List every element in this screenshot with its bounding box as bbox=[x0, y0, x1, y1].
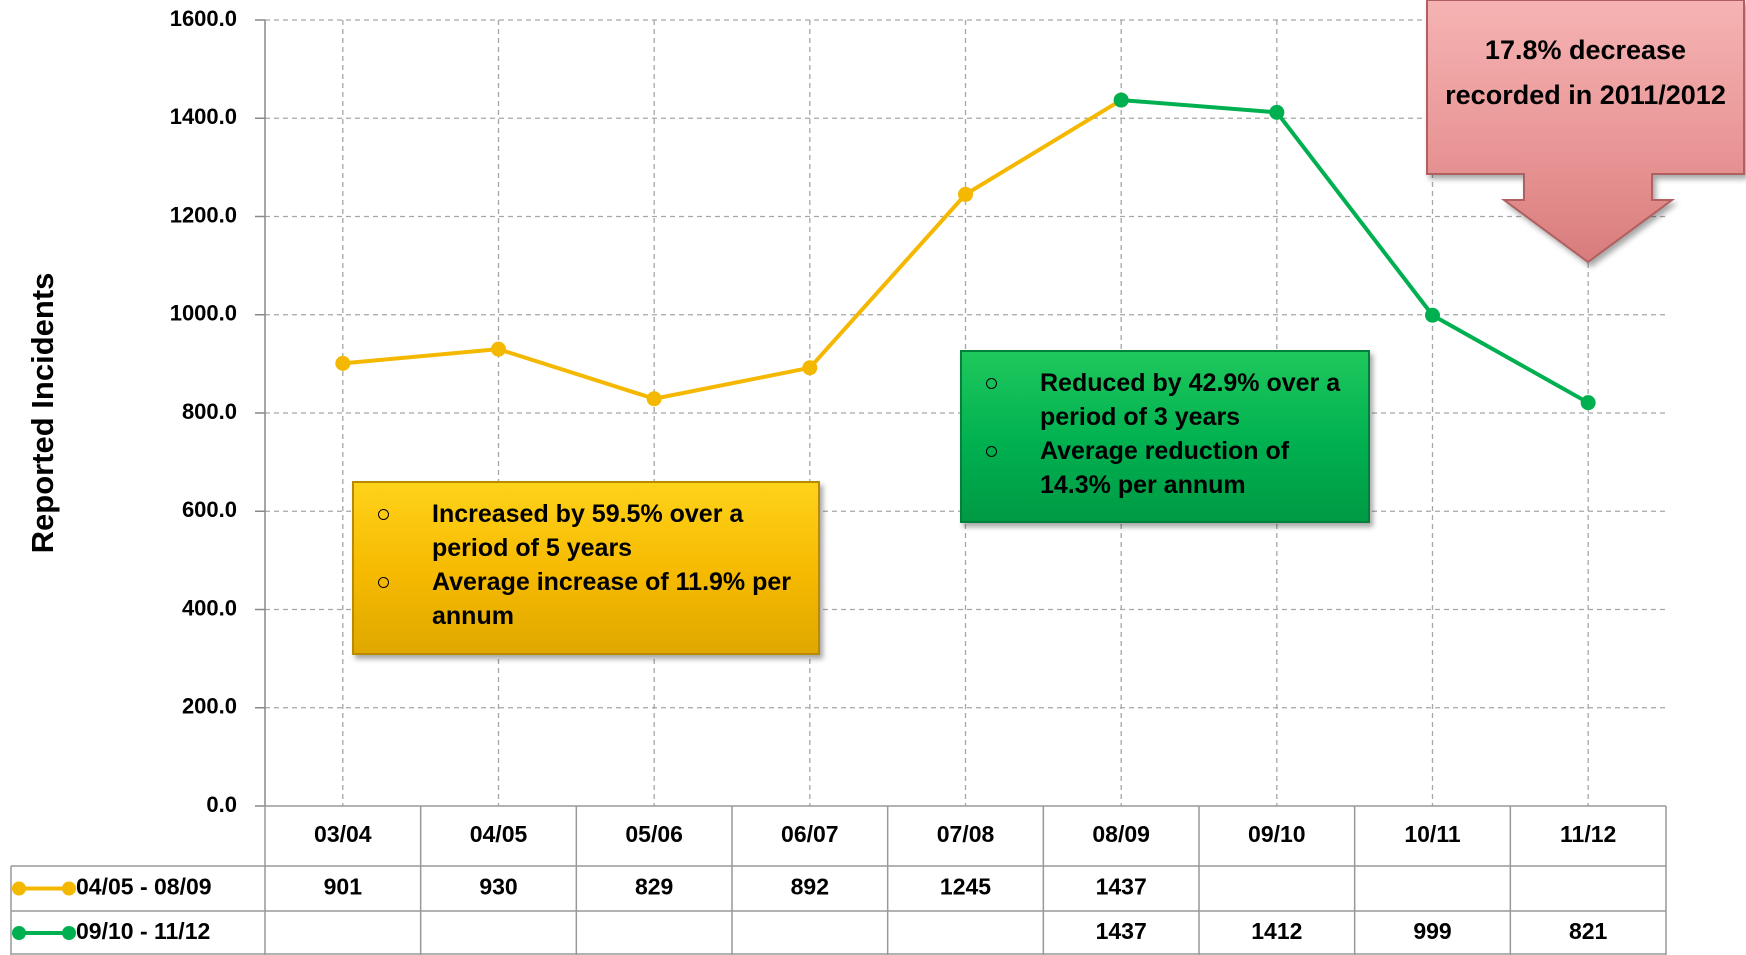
x-tick-label: 05/06 bbox=[625, 821, 683, 847]
table-value: 821 bbox=[1569, 918, 1608, 944]
lines bbox=[335, 92, 1596, 411]
x-tick-label: 03/04 bbox=[314, 821, 372, 847]
data-table: 03/04 04/05 05/06 06/07 07/08 08/09 09/10 10/11… bbox=[10, 805, 1667, 955]
table-value: 1437 bbox=[1096, 874, 1147, 900]
legend-swatch bbox=[62, 881, 76, 896]
point bbox=[1580, 395, 1596, 411]
y-tick-label: 0.0 bbox=[206, 792, 237, 817]
note-item: Reduced by 42.9% over a period of 3 year… bbox=[962, 366, 1356, 434]
y-tick-label: 800.0 bbox=[182, 399, 237, 424]
y-tick-label: 1600.0 bbox=[170, 6, 237, 31]
legend-swatch bbox=[12, 926, 26, 940]
table-value: 829 bbox=[635, 874, 673, 900]
note-item: Average increase of 11.9% per annum bbox=[354, 565, 802, 633]
table-value: 930 bbox=[479, 874, 517, 900]
note-item: Increased by 59.5% over a period of 5 ye… bbox=[354, 497, 802, 565]
x-tick-label: 10/11 bbox=[1404, 821, 1460, 847]
y-tick-label: 1400.0 bbox=[170, 104, 237, 129]
point bbox=[958, 186, 973, 202]
point bbox=[1269, 104, 1285, 120]
arrow-shape bbox=[1426, 0, 1745, 264]
note-item: Average reduction of 14.3% per annum bbox=[962, 434, 1356, 502]
note-text: Average reduction of 14.3% per annum bbox=[1040, 437, 1290, 499]
series-line bbox=[1121, 98, 1590, 405]
x-tick-label: 11/12 bbox=[1560, 821, 1616, 847]
point bbox=[1113, 92, 1129, 108]
y-tick-label: 1200.0 bbox=[170, 202, 237, 227]
arrow-text: 17.8% decrease recorded in 2011/2012 bbox=[1445, 35, 1726, 110]
table-value: 892 bbox=[791, 874, 829, 900]
y-tick-label: 200.0 bbox=[182, 694, 237, 719]
note-text: Increased by 59.5% over a period of 5 ye… bbox=[432, 500, 744, 562]
x-tick-label: 07/08 bbox=[937, 821, 995, 847]
note-text: Average increase of 11.9% per annum bbox=[432, 568, 791, 630]
point bbox=[491, 341, 506, 357]
table-value: 1412 bbox=[1251, 918, 1302, 944]
y-tick-label: 1000.0 bbox=[170, 301, 237, 326]
x-tick-label: 04/05 bbox=[470, 821, 528, 847]
table-value: 999 bbox=[1413, 918, 1451, 944]
increase-note: Increased by 59.5% over a period of 5 ye… bbox=[352, 481, 820, 655]
legend-label: 04/05 - 08/09 bbox=[76, 874, 212, 900]
y-tick-label: 400.0 bbox=[182, 595, 237, 620]
callout-arrow bbox=[1426, 0, 1745, 264]
point bbox=[646, 391, 662, 407]
point bbox=[802, 360, 818, 376]
legend-swatch bbox=[12, 881, 26, 896]
series-line bbox=[342, 98, 1123, 401]
y-axis-label: Reported Incidents bbox=[25, 273, 60, 554]
legend-swatch bbox=[62, 926, 76, 940]
reduction-note: Reduced by 42.9% over a period of 3 year… bbox=[960, 350, 1370, 523]
table-value: 1245 bbox=[940, 874, 991, 900]
point bbox=[1425, 307, 1440, 323]
x-tick-label: 09/10 bbox=[1248, 821, 1306, 847]
note-text: Reduced by 42.9% over a period of 3 year… bbox=[1040, 369, 1341, 431]
y-tick-label: 600.0 bbox=[182, 497, 237, 522]
point bbox=[335, 355, 351, 371]
table-value: 901 bbox=[324, 874, 363, 900]
x-tick-label: 06/07 bbox=[781, 821, 839, 847]
legend-label: 09/10 - 11/12 bbox=[76, 918, 210, 944]
x-tick-label: 08/09 bbox=[1092, 821, 1150, 847]
table-value: 1437 bbox=[1096, 918, 1147, 944]
